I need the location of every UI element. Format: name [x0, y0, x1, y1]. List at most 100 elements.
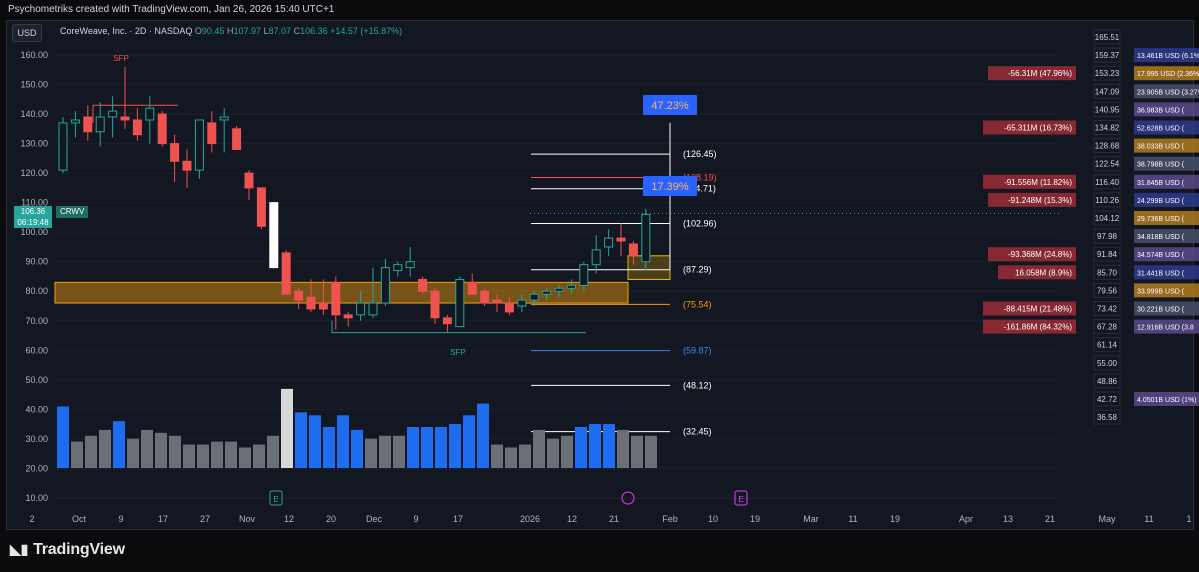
candle-body [455, 278, 465, 328]
ladder-delta-cell [998, 265, 1076, 280]
y-tick-label: 80.00 [25, 286, 48, 296]
candle-body [207, 122, 217, 145]
last-price-tag: 106.36 06:19:48 [14, 206, 52, 228]
volume-bar [113, 421, 125, 468]
volume-bar [85, 435, 97, 468]
volume-bar [575, 426, 587, 468]
ladder-price-cell [1093, 409, 1121, 425]
ladder-volume-cell [1134, 138, 1199, 153]
ladder-delta: -161.86M (84.32%) [1004, 323, 1073, 332]
y-tick-label: 20.00 [25, 463, 48, 473]
ladder-price: 159.37 [1095, 51, 1120, 60]
ladder-price-cell [1093, 192, 1121, 208]
ladder-price: 67.28 [1097, 323, 1118, 332]
x-tick-label: Dec [366, 514, 383, 524]
ladder-volume: 31.845B USD ( [1137, 180, 1185, 187]
candle-body [566, 284, 576, 289]
ladder-volume: 13.461B USD (6.1%) [1137, 53, 1199, 60]
ladder-volume-cell [1134, 102, 1199, 117]
sfp-label-top: SFP [113, 54, 129, 63]
x-tick-label: 21 [1045, 514, 1055, 524]
price-chart[interactable]: 160.00150.00140.00130.00120.00110.00100.… [0, 0, 1199, 530]
candle-body [418, 278, 428, 292]
watermark-text: Psychometriks created with TradingView.c… [8, 4, 335, 15]
candle-body [356, 302, 366, 316]
ladder-price: 91.84 [1097, 250, 1118, 259]
candle-body [467, 281, 477, 295]
volume-bar [519, 444, 531, 468]
candle-body [554, 287, 564, 292]
y-tick-label: 130.00 [20, 139, 48, 149]
ladder-price-cell [1093, 337, 1121, 353]
ladder-volume-cell [1134, 392, 1199, 406]
y-tick-label: 110.00 [21, 198, 48, 208]
candle-body [604, 237, 614, 248]
ladder-delta: -91.248M (15.3%) [1008, 196, 1072, 205]
ladder-price: 116.40 [1095, 178, 1119, 187]
ladder-price: 165.51 [1095, 33, 1120, 42]
ladder-volume: 31.441B USD ( [1137, 270, 1185, 277]
tradingview-brand: TradingView [33, 541, 125, 558]
target-level-label: (87.29) [683, 265, 712, 275]
target-level-label: (102.96) [683, 218, 717, 228]
candle-body [70, 119, 80, 124]
candle-body [108, 110, 118, 118]
volume-bar [141, 429, 153, 468]
candle-body [194, 119, 204, 171]
target-badge [643, 95, 697, 115]
ladder-delta: 16.058M (8.9%) [1015, 268, 1072, 277]
ladder-delta: -56.31M (47.96%) [1008, 69, 1072, 78]
candle-body [616, 237, 626, 242]
target-level-label: (126.45) [683, 149, 717, 159]
ladder-price-cell [1093, 65, 1121, 81]
sfp-label-bottom: SFP [450, 348, 466, 357]
ladder-delta-cell [988, 247, 1076, 262]
ladder-price-cell [1093, 264, 1121, 280]
x-tick-label: 2 [29, 514, 34, 524]
ladder-volume: 4.0501B USD (1%) [1137, 397, 1197, 404]
x-tick-label: 19 [750, 514, 760, 524]
volume-bar [239, 447, 251, 468]
header-bar: Psychometriks created with TradingView.c… [0, 0, 1199, 20]
candle-body [405, 261, 415, 269]
candle-body [294, 290, 304, 301]
ladder-volume: 12.916B USD (3.8 [1137, 325, 1194, 332]
currency-button[interactable]: USD [12, 24, 42, 42]
ladder-price-cell [1093, 282, 1121, 298]
ladder-volume-cell [1134, 229, 1199, 244]
volume-bar [183, 444, 195, 468]
ohlc-close: C106.36 [293, 26, 328, 36]
y-tick-label: 160.00 [20, 50, 48, 60]
ladder-price: 85.70 [1097, 268, 1118, 277]
y-tick-label: 120.00 [20, 168, 48, 178]
volume-bar [211, 441, 223, 468]
ladder-volume-cell [1134, 265, 1199, 280]
ladder-volume-cell [1134, 48, 1199, 63]
tradingview-logo[interactable]: ◣▮ TradingView [10, 541, 125, 559]
ladder-price-cell [1093, 101, 1121, 117]
bar-countdown: 06:19:48 [17, 218, 49, 227]
symbol-legend[interactable]: CoreWeave, Inc. · 2D · NASDAQ O90.45 H10… [60, 26, 402, 36]
ladder-volume-cell [1134, 192, 1199, 207]
candle-body [492, 299, 502, 304]
x-tick-label: 12 [567, 514, 577, 524]
x-tick-label: Nov [239, 514, 256, 524]
candle-body [380, 267, 390, 304]
x-tick-label: 21 [609, 514, 619, 524]
candle-body [244, 172, 254, 189]
candle-body [219, 116, 229, 121]
x-tick-label: Oct [72, 514, 87, 524]
ladder-volume-cell [1134, 156, 1199, 171]
candle-body [393, 264, 403, 272]
volume-bar [99, 429, 111, 468]
volume-bar [477, 403, 489, 468]
ladder-delta-cell [988, 192, 1076, 207]
ladder-volume-cell [1134, 301, 1199, 316]
candle-body [641, 213, 651, 263]
ohlc-open: O90.45 [194, 26, 225, 36]
ladder-price: 128.68 [1095, 142, 1120, 151]
ladder-delta-cell [983, 301, 1076, 316]
volume-bar [127, 438, 139, 468]
volume-bar [407, 426, 419, 468]
x-tick-label: 17 [453, 514, 463, 524]
